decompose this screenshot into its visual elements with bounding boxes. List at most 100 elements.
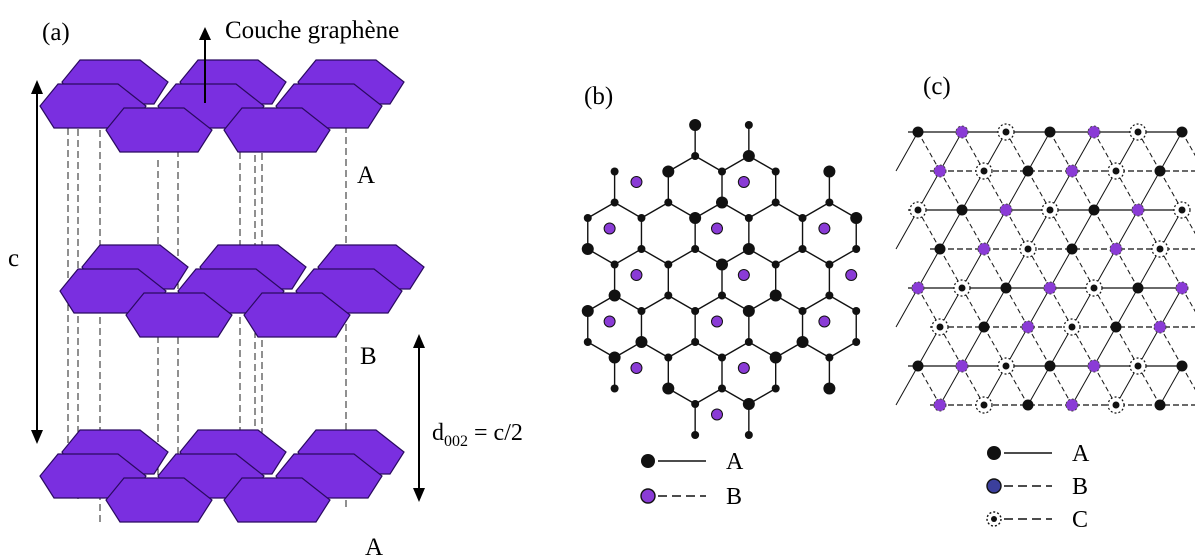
atom-a [635,336,648,348]
atom-b [711,315,723,328]
atom-a [716,258,728,271]
atom-a [744,214,753,222]
atom-a [1044,360,1056,372]
atom-a [664,291,673,300]
atom-a [825,353,834,362]
c-axis-label: c [8,245,19,272]
atom-a [956,204,968,216]
atom-b [711,408,723,421]
atom-b [818,222,831,235]
atom-a [771,260,780,269]
atom-b [999,203,1013,217]
lattice-c [895,123,1195,414]
bond-a [829,294,857,312]
atom-b [1065,164,1079,178]
atom-a [798,245,807,253]
atom-c [1002,362,1010,370]
graphene-sheet-bottom-a [39,429,405,523]
atom-a [716,196,728,209]
atom-a [610,384,619,393]
diag-bond [917,248,941,289]
atom-c [1068,323,1076,331]
bond-a [667,248,696,266]
diag-bond [895,131,919,172]
atom-a [718,353,726,362]
atom-c [1112,167,1120,175]
middle-sheet-hexagon [125,292,233,338]
atom-c [1090,284,1098,292]
diag-bond [939,209,963,250]
diag-bond [1027,326,1051,367]
atom-a [1088,204,1100,216]
atom-a [1154,399,1166,411]
atom-a [823,165,836,178]
atom-a [796,336,809,348]
atom-a [771,167,780,176]
atom-a [798,307,807,315]
atom-a [934,243,946,255]
atom-a [581,305,594,317]
atom-a [1132,282,1144,294]
atom-c [1134,128,1142,136]
d-spacing-arrowhead-bottom [413,488,425,502]
atom-b [1087,125,1101,139]
atom-b [933,164,947,178]
bond-a [587,201,615,219]
atom-a [912,126,924,138]
atom-b [933,398,947,412]
legend-b: AB [640,449,744,510]
atom-a [978,321,990,333]
atom-c [1112,401,1120,409]
diag-bond [1093,326,1117,367]
atom-a [691,152,700,160]
stack-label-middle-b: B [360,343,377,370]
atom-c [1134,362,1142,370]
atom-a [744,431,753,439]
atom-a [691,307,700,315]
atom-a [718,384,726,393]
c-axis-arrowhead-top [31,80,43,94]
diag-bond [1093,209,1117,250]
top-sheet-hexagon [105,107,213,153]
panel-a-layer-stack: (a) Couche graphène c d002 = c/2 A B A [8,17,523,558]
stack-label-bottom-a: A [365,534,383,558]
atom-c [914,206,922,214]
atom-a [742,243,755,255]
atom-b [1153,320,1167,334]
diag-bond [961,209,985,250]
diag-bond [983,287,1007,328]
diag-bond [1181,365,1195,391]
bond-a [802,201,830,219]
atom-a [825,260,834,269]
atom-b [955,359,969,373]
diag-bond [939,365,963,406]
bond-a [829,248,857,266]
atom-a [825,291,834,300]
atom-a [691,338,700,346]
atom-a [691,400,700,408]
atom-a [1154,165,1166,177]
panel-c-abc-stacking-lattice: (c) ABC [895,73,1195,533]
atom-a [825,198,834,207]
diag-bond [917,365,941,406]
atom-b [737,362,750,374]
atom-b [977,242,991,256]
atom-a [742,305,755,317]
diag-bond [1049,131,1073,172]
legend-label-b: B [1072,474,1088,500]
bond-a [694,387,723,405]
atom-a [637,214,646,222]
atom-a [850,212,863,224]
atom-a [744,121,753,129]
middle-sheet-hexagon [243,292,351,338]
legend-marker-a [641,454,655,468]
diag-bond [1027,287,1051,328]
diag-bond [1159,326,1183,367]
atom-a [1000,282,1012,294]
atom-b [603,315,616,328]
atom-c [1046,206,1054,214]
atom-a [664,353,673,362]
atom-a [583,214,592,222]
legend-marker-b [640,488,656,504]
atom-a [852,338,861,346]
